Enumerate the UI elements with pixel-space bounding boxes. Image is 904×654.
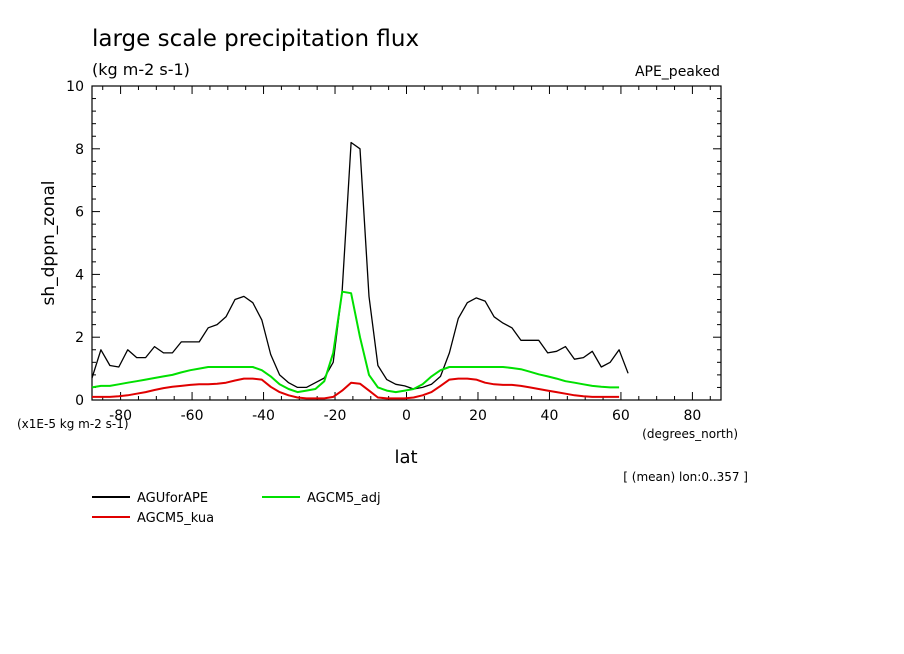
chart-title: large scale precipitation flux <box>92 26 419 52</box>
x-units-label: (degrees_north) <box>642 427 738 441</box>
y-tick-label: 4 <box>75 267 84 283</box>
x-tick-label: -20 <box>324 408 347 424</box>
y-tick-label: 8 <box>75 142 84 158</box>
y-tick-label: 10 <box>66 79 84 95</box>
footnote: [ (mean) lon:0..357 ] <box>623 470 748 484</box>
x-tick-label: 80 <box>683 408 701 424</box>
x-tick-label: 0 <box>402 408 411 424</box>
legend-label: AGUforAPE <box>137 491 208 506</box>
x-tick-label: 40 <box>541 408 559 424</box>
x-tick-label: 20 <box>469 408 487 424</box>
plot-axes <box>91 85 722 401</box>
legend-label: AGCM5_adj <box>307 491 381 506</box>
y-scale-note: (x1E-5 kg m-2 s-1) <box>17 417 129 431</box>
experiment-label: APE_peaked <box>635 64 720 80</box>
chart-units: (kg m-2 s-1) <box>92 60 190 79</box>
y-axis-label: sh_dppn_zonal <box>39 180 59 305</box>
y-tick-label: 2 <box>75 330 84 346</box>
legend-label: AGCM5_kua <box>137 511 214 526</box>
x-tick-label: -60 <box>181 408 204 424</box>
legend: AGUforAPE AGCM5_adj AGCM5_kua <box>92 491 381 526</box>
y-tick-label: 6 <box>75 205 84 221</box>
x-tick-label: 60 <box>612 408 630 424</box>
y-tick-labels: 0 2 4 6 8 10 <box>66 79 84 409</box>
x-tick-label: -40 <box>252 408 275 424</box>
y-tick-label: 0 <box>75 393 84 409</box>
series-lines <box>91 141 629 400</box>
x-axis-label: lat <box>394 447 417 468</box>
series-line-aguforape <box>91 141 629 390</box>
series-line-agcm5-kua <box>92 377 620 400</box>
plot-frame <box>91 85 722 401</box>
x-tick-labels: -80 -60 -40 -20 0 20 40 60 80 <box>109 408 701 424</box>
series-line-agcm5-adj <box>91 290 620 394</box>
x-tick-label: -80 <box>109 408 132 424</box>
